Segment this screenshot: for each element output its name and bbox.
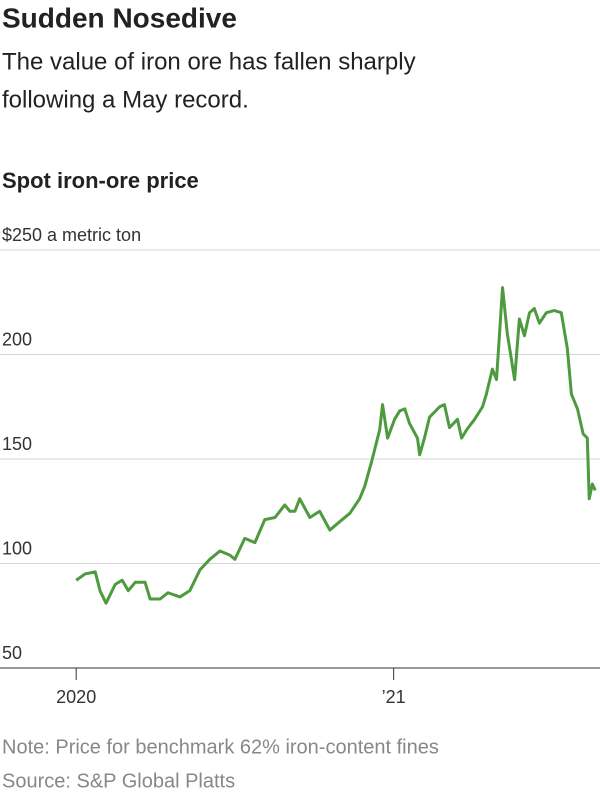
chart-heading: Spot iron-ore price — [2, 168, 199, 193]
chart-title: Sudden Nosedive — [2, 2, 237, 33]
y-tick-label: 150 — [2, 434, 32, 454]
x-tick-label: ’21 — [382, 687, 406, 707]
note: Note: Price for benchmark 62% iron-conte… — [2, 736, 439, 758]
y-tick-label: 200 — [2, 329, 32, 349]
y-tick-label: 100 — [2, 538, 32, 558]
y-tick-label: 50 — [2, 643, 22, 663]
price-line — [75, 286, 597, 605]
subtitle: The value of iron ore has fallen sharply — [2, 48, 416, 75]
x-tick-label: 2020 — [56, 687, 96, 707]
source: Source: S&P Global Platts — [2, 770, 235, 792]
subtitle: following a May record. — [2, 86, 249, 113]
y-tick-label: $250 a metric ton — [2, 225, 141, 245]
